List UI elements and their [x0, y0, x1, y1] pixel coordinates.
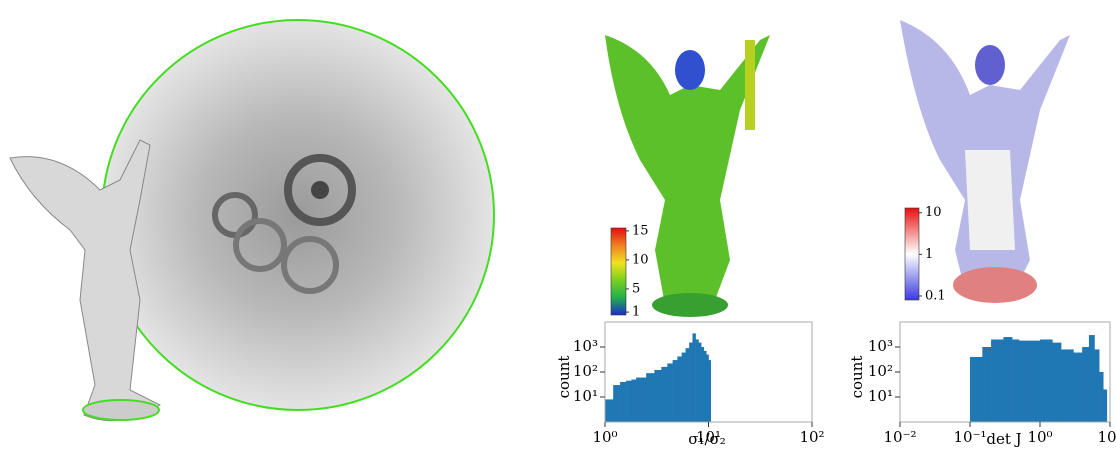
histogram-bar [1103, 389, 1107, 422]
x-tick-label: 10¹ [1097, 428, 1116, 446]
histogram-bar [673, 360, 678, 422]
x-tick-label: 10⁰ [1027, 428, 1052, 446]
y-tick-label: 10² [573, 362, 598, 380]
histogram-bar [706, 355, 709, 422]
figure: count σ₁/σ₂ count det J 10⁰10¹10²10¹10²1… [0, 0, 1116, 457]
histogram-bar [626, 381, 632, 422]
histogram-bar [1003, 337, 1012, 422]
colorbar-tick-label: 10 [925, 205, 942, 220]
distortion-statue [605, 35, 770, 317]
y-tick-label: 10¹ [868, 387, 893, 405]
histogram-bar [620, 382, 626, 422]
colorbar-tick-label: 1 [632, 305, 640, 320]
histogram-bar [991, 339, 1004, 422]
x-axis-label: det J [986, 430, 1021, 448]
x-tick-label: 10⁰ [592, 428, 617, 446]
y-axis-label: count [555, 356, 573, 399]
histogram-bar [1012, 339, 1019, 422]
histogram-bar [646, 373, 654, 422]
histogram-bar [686, 348, 690, 422]
colorbar-tick-label: 1 [925, 247, 933, 262]
x-tick-label: 10⁻² [883, 428, 916, 446]
y-axis-label: count [848, 356, 866, 399]
histogram-bar [1061, 349, 1074, 422]
colorbar-tick-label: 0.1 [925, 288, 946, 303]
histogram-bar [605, 399, 613, 422]
histogram-bar [1029, 341, 1040, 422]
colorbar [905, 208, 919, 300]
x-tick-label: 10¹ [696, 428, 721, 446]
histogram-bar [631, 380, 636, 422]
histogram-bar [654, 370, 661, 422]
x-tick-label: 10⁻¹ [953, 428, 986, 446]
histogram-bar [636, 378, 646, 422]
colorbar-tick-label: 10 [632, 252, 649, 267]
histogram-bar [692, 333, 695, 422]
y-tick-label: 10³ [573, 337, 598, 355]
histogram-bar [1052, 343, 1061, 422]
histogram-bar [689, 343, 693, 422]
x-tick-label: 10² [799, 428, 824, 446]
histogram-bar [1040, 339, 1053, 422]
histogram-bar [677, 356, 682, 422]
colorbar-tick-label: 15 [632, 223, 649, 238]
histogram-bar [613, 385, 620, 422]
y-tick-label: 10¹ [573, 387, 598, 405]
y-tick-label: 10² [868, 362, 893, 380]
histogram-bar [1019, 341, 1030, 422]
histogram-bar [661, 367, 667, 422]
colorbar-tick-label: 5 [632, 281, 640, 296]
histogram-bar [682, 353, 686, 422]
histogram-bar [982, 347, 991, 422]
histogram-bar [709, 360, 711, 422]
histogram-bar [1082, 347, 1089, 422]
histogram-bar [1073, 353, 1082, 422]
histogram-bar [1099, 372, 1103, 422]
colorbar [611, 228, 626, 315]
histogram-bar [696, 339, 699, 422]
histogram-bar [698, 343, 701, 422]
histogram-bar [667, 363, 673, 422]
parameterization-image [10, 20, 494, 421]
histogram-bar [701, 347, 704, 422]
histogram-bar [1089, 335, 1095, 422]
histogram-bar [1094, 349, 1099, 422]
histogram-bar [970, 357, 983, 422]
y-tick-label: 10³ [868, 337, 893, 355]
histogram-bar [704, 351, 707, 422]
